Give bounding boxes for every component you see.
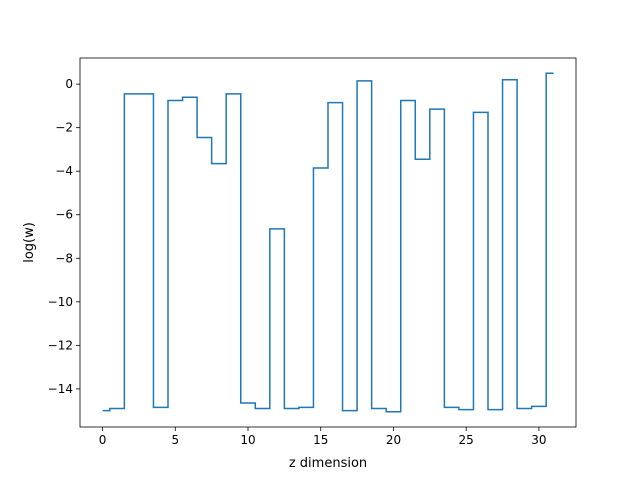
- x-tick-label: 0: [99, 433, 107, 447]
- x-tick-label: 25: [459, 433, 474, 447]
- y-tick-label: 0: [65, 77, 73, 91]
- y-tick-label: −6: [55, 208, 73, 222]
- plot-area: [79, 57, 577, 428]
- x-tick-label: 20: [386, 433, 401, 447]
- y-tick-label: −4: [55, 164, 73, 178]
- x-axis-label: z dimension: [289, 456, 367, 471]
- x-tick-label: 15: [313, 433, 328, 447]
- x-axis-ticks: 0 5 10 15 20 25 30: [99, 427, 547, 447]
- y-tick-label: −2: [55, 121, 73, 135]
- x-tick-label: 30: [531, 433, 546, 447]
- y-axis-ticks: 0 −2 −4 −6 −8 −10 −12 −14: [48, 77, 80, 396]
- y-tick-label: −12: [48, 338, 73, 352]
- axes-frame: [79, 57, 577, 428]
- x-tick-label: 5: [171, 433, 179, 447]
- series-line: [102, 72, 554, 413]
- y-axis-label: log(w): [22, 222, 37, 263]
- y-tick-label: −10: [48, 295, 73, 309]
- y-tick-label: −14: [48, 382, 73, 396]
- x-tick-label: 10: [240, 433, 255, 447]
- y-tick-label: −8: [55, 251, 73, 265]
